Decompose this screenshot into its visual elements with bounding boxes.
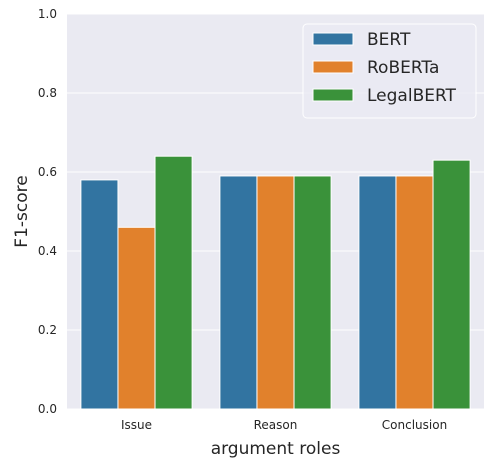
bar-roberta-conclusion bbox=[395, 175, 434, 410]
y-tick-label: 0.4 bbox=[38, 244, 57, 258]
y-tick-label: 0.8 bbox=[38, 86, 57, 100]
y-axis-label: F1-score bbox=[12, 175, 32, 247]
bar-legalbert-reason bbox=[293, 175, 332, 410]
bar-bert-reason bbox=[219, 175, 258, 410]
bars bbox=[80, 155, 471, 410]
legend-swatch bbox=[312, 60, 354, 74]
bar-legalbert-conclusion bbox=[432, 159, 471, 410]
legend-label: BERT bbox=[367, 30, 411, 50]
bar-roberta-issue bbox=[117, 226, 156, 410]
x-tick-label: Reason bbox=[254, 418, 298, 432]
y-tick-label: 1.0 bbox=[38, 7, 57, 21]
x-tick-label: Issue bbox=[121, 418, 152, 432]
legend-label: RoBERTa bbox=[367, 58, 439, 78]
legend-swatch bbox=[312, 88, 354, 102]
x-tick-labels: Issue Reason Conclusion bbox=[121, 418, 447, 432]
y-tick-label: 0.2 bbox=[38, 323, 57, 337]
legend: BERT RoBERTa LegalBERT bbox=[302, 23, 477, 119]
bar-bert-conclusion bbox=[358, 175, 397, 410]
x-tick-label: Conclusion bbox=[382, 418, 447, 432]
legend-label: LegalBERT bbox=[367, 86, 457, 106]
bar-legalbert-issue bbox=[154, 155, 193, 410]
bar-bert-issue bbox=[80, 179, 119, 410]
y-tick-label: 0.6 bbox=[38, 165, 57, 179]
y-tick-labels: 0.0 0.2 0.4 0.6 0.8 1.0 bbox=[38, 7, 57, 416]
y-tick-label: 0.0 bbox=[38, 402, 57, 416]
legend-swatch bbox=[312, 32, 354, 46]
x-axis-label: argument roles bbox=[211, 439, 341, 459]
bar-roberta-reason bbox=[256, 175, 295, 410]
